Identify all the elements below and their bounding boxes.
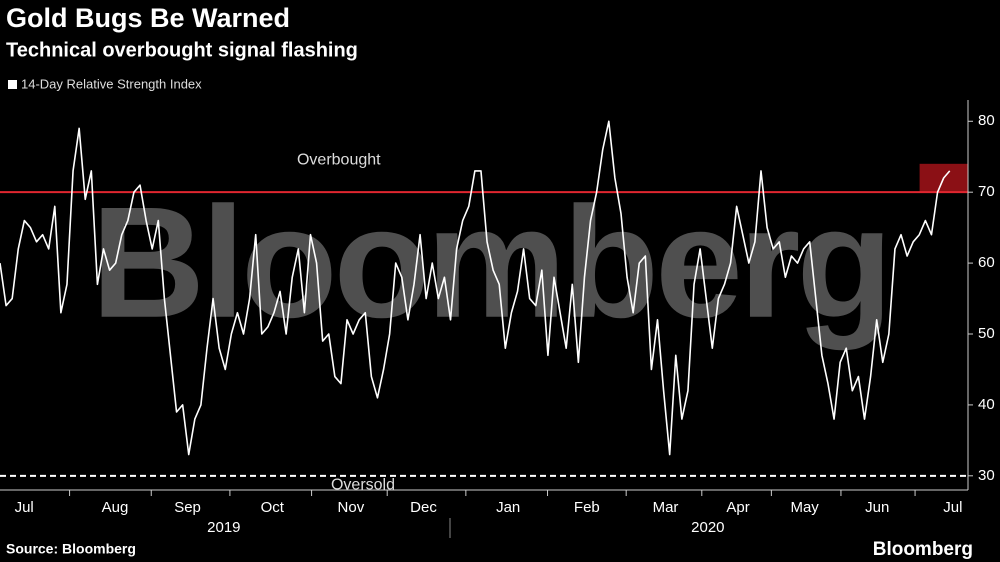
x-tick-label: Dec <box>410 499 437 516</box>
y-tick-label: 30 <box>978 467 995 484</box>
x-tick-label: May <box>790 499 819 516</box>
y-tick-label: 50 <box>978 325 995 342</box>
y-tick-label: 70 <box>978 183 995 200</box>
line-series <box>0 120 951 456</box>
x-tick-label: Feb <box>574 499 600 516</box>
annotation: Oversold <box>331 476 395 493</box>
x-tick-label: Jun <box>865 499 889 516</box>
y-tick-label: 80 <box>978 112 995 129</box>
x-tick-label: Apr <box>726 499 749 516</box>
x-tick-label: Jul <box>15 499 34 516</box>
x-tick-label: Aug <box>102 499 129 516</box>
source: Source: Bloomberg <box>6 541 136 557</box>
watermark: Bloomberg <box>91 175 889 351</box>
chart-subtitle: Technical overbought signal flashing <box>6 39 358 61</box>
year-label: 2020 <box>691 519 724 536</box>
x-tick-label: Jan <box>496 499 520 516</box>
y-tick-label: 60 <box>978 254 995 271</box>
year-label: 2019 <box>207 519 240 536</box>
x-tick-label: Oct <box>261 499 285 516</box>
x-tick-label: Jul <box>943 499 962 516</box>
x-tick-label: Mar <box>653 499 679 516</box>
legend-swatch <box>8 80 17 89</box>
legend-label: 14-Day Relative Strength Index <box>21 76 202 91</box>
x-tick-label: Sep <box>174 499 201 516</box>
chart-title: Gold Bugs Be Warned <box>6 3 290 33</box>
logo: Bloomberg <box>873 539 973 560</box>
annotation: Overbought <box>297 151 381 168</box>
x-tick-label: Nov <box>338 499 365 516</box>
y-tick-label: 40 <box>978 396 995 413</box>
